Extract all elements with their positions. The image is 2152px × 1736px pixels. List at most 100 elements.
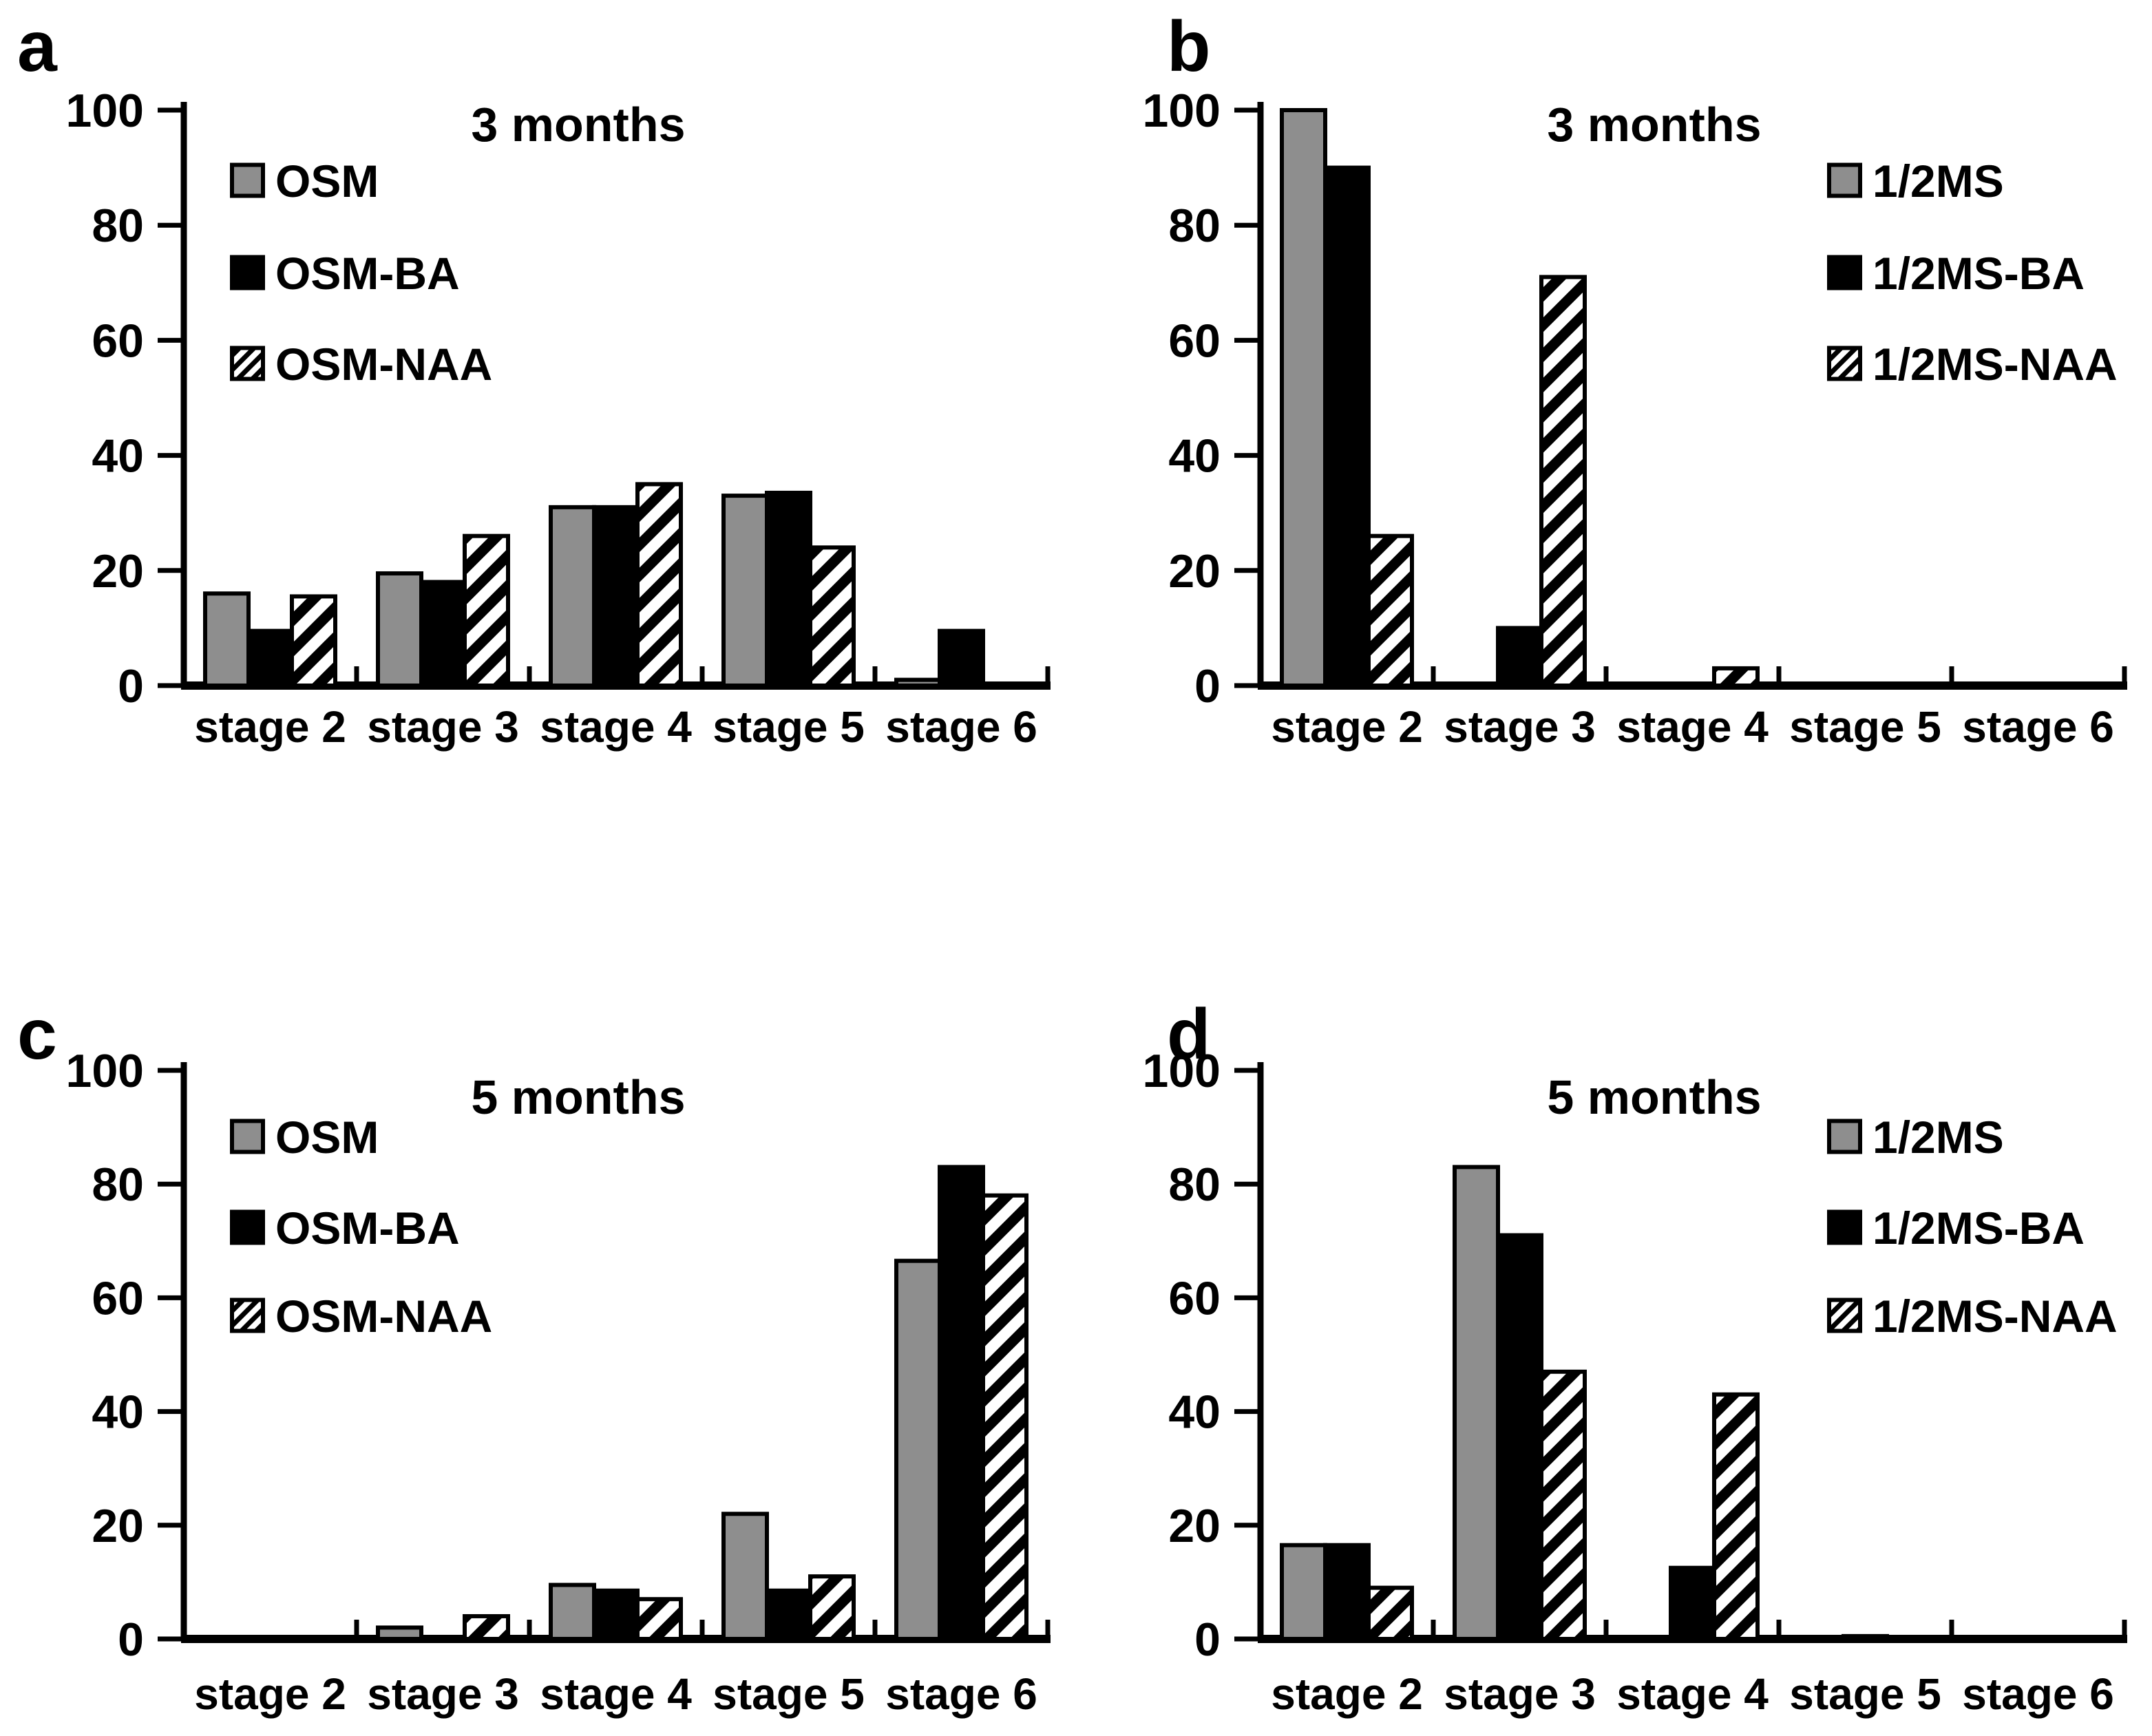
bar-OSM-NAA-stage 3 — [463, 533, 510, 688]
bar-OSM-BA-stage 4 — [592, 1588, 640, 1642]
y-tick-label: 80 — [1168, 200, 1221, 252]
bar-OSM-stage 5 — [721, 494, 769, 688]
y-tick-label: 0 — [118, 1613, 144, 1666]
y-tick-label: 60 — [92, 1272, 144, 1324]
legend-swatch-icon-OSM — [230, 162, 265, 198]
bar-1/2MS-NAA-stage 4 — [1712, 1392, 1760, 1641]
legend-swatch-icon-OSM-BA — [230, 255, 265, 290]
y-tick-label: 100 — [1143, 1045, 1221, 1097]
x-category-label: stage 2 — [194, 702, 346, 752]
bar-1/2MS-NAA-stage 3 — [1539, 1369, 1587, 1642]
x-category-label: stage 5 — [1789, 1669, 1941, 1719]
bar-OSM-BA-stage 5 — [765, 1588, 812, 1642]
y-tick-label: 100 — [1143, 85, 1221, 137]
x-category-label: stage 4 — [1616, 1669, 1769, 1719]
bar-OSM-stage 3 — [376, 571, 423, 688]
panel-letter-b: b — [1167, 7, 1211, 87]
bar-OSM-NAA-stage 4 — [635, 1597, 683, 1642]
bar-OSM-BA-stage 6 — [938, 628, 985, 688]
panel-c-chart: c 5 months 0 20 40 60 80 100 stage 2 stage 3 stage… — [17, 995, 1051, 1719]
y-tick-label: 20 — [92, 1500, 144, 1552]
x-category-label: stage 3 — [367, 702, 519, 752]
y-tick-label: 60 — [1168, 315, 1221, 367]
bar-OSM-stage 6 — [894, 1258, 942, 1641]
bar-OSM-NAA-stage 6 — [981, 1193, 1028, 1642]
legend-label-1/2MS-BA: 1/2MS-BA — [1873, 248, 2085, 299]
bar-OSM-BA-stage 5 — [765, 490, 812, 688]
legend-swatch-icon-OSM-NAA — [230, 346, 265, 381]
x-category-label: stage 5 — [713, 702, 865, 752]
y-tick-label: 40 — [1168, 430, 1221, 483]
bar-1/2MS-BA-stage 3 — [1496, 626, 1543, 688]
bar-1/2MS-stage 3 — [1453, 1165, 1500, 1642]
panel-a-chart: a 3 months 0 20 40 60 80 100 stage 2 stage 3 stage… — [17, 7, 1051, 752]
bar-1/2MS-BA-stage 2 — [1323, 1543, 1371, 1642]
bar-OSM-stage 4 — [549, 505, 596, 688]
legend-swatch-icon-OSM — [230, 1119, 265, 1154]
panel-letter-a: a — [17, 7, 58, 87]
legend-label-1/2MS-NAA: 1/2MS-NAA — [1873, 1291, 2118, 1342]
bar-1/2MS-BA-stage 3 — [1496, 1233, 1543, 1641]
y-tick-label: 0 — [118, 660, 144, 712]
y-tick-label: 60 — [1168, 1272, 1221, 1324]
legend-label-OSM-BA: OSM-BA — [275, 1203, 460, 1253]
bar-1/2MS-BA-stage 2 — [1323, 165, 1371, 688]
y-tick-label: 20 — [92, 545, 144, 597]
y-tick-label: 80 — [1168, 1158, 1221, 1211]
bar-1/2MS-BA-stage 5 — [1842, 1633, 1889, 1641]
x-category-label: stage 6 — [1962, 702, 2114, 752]
y-tick-label: 0 — [1194, 1613, 1221, 1666]
bar-OSM-BA-stage 4 — [592, 505, 640, 688]
y-tick-label: 80 — [92, 200, 144, 252]
legend-label-1/2MS: 1/2MS — [1873, 1112, 2004, 1163]
panel-d-title: 5 months — [1547, 1070, 1761, 1124]
y-tick-label: 0 — [1194, 660, 1221, 712]
x-category-label: stage 3 — [367, 1669, 519, 1719]
legend-label-OSM-BA: OSM-BA — [275, 248, 460, 299]
bar-OSM-stage 2 — [203, 591, 251, 688]
bar-OSM-NAA-stage 3 — [463, 1613, 510, 1641]
legend-swatch-icon-1/2MS — [1827, 162, 1862, 198]
legend-swatch-icon-1/2MS-NAA — [1827, 346, 1862, 381]
y-tick-label: 40 — [1168, 1386, 1221, 1439]
bar-1/2MS-NAA-stage 3 — [1539, 275, 1587, 688]
x-category-label: stage 4 — [1616, 702, 1769, 752]
y-tick-label: 100 — [66, 1045, 144, 1097]
panel-c-title: 5 months — [471, 1070, 685, 1124]
x-category-label: stage 4 — [540, 702, 692, 752]
x-category-label: stage 3 — [1444, 1669, 1596, 1719]
bar-1/2MS-stage 2 — [1280, 108, 1327, 688]
bar-OSM-NAA-stage 5 — [808, 545, 856, 688]
x-category-label: stage 2 — [1271, 702, 1423, 752]
legend-swatch-icon-1/2MS-BA — [1827, 1209, 1862, 1245]
bar-OSM-NAA-stage 2 — [290, 594, 337, 688]
bar-OSM-stage 3 — [376, 1625, 423, 1641]
y-tick-label: 80 — [92, 1158, 144, 1211]
legend-swatch-icon-1/2MS-BA — [1827, 255, 1862, 290]
bar-OSM-BA-stage 2 — [246, 628, 294, 688]
bar-1/2MS-NAA-stage 2 — [1367, 1585, 1414, 1642]
bar-OSM-BA-stage 3 — [419, 580, 467, 688]
x-category-label: stage 3 — [1444, 702, 1596, 752]
legend-swatch-icon-1/2MS — [1827, 1119, 1862, 1154]
y-tick-label: 40 — [92, 1386, 144, 1439]
y-tick-label: 40 — [92, 430, 144, 483]
panel-a-title: 3 months — [471, 98, 685, 151]
bar-OSM-stage 5 — [721, 1512, 769, 1642]
panel-letter-c: c — [17, 995, 57, 1075]
legend-label-1/2MS-NAA: 1/2MS-NAA — [1873, 339, 2118, 390]
y-tick-label: 60 — [92, 315, 144, 367]
bar-1/2MS-BA-stage 4 — [1669, 1565, 1716, 1641]
panel-b-chart: b 3 months 0 20 40 60 80 100 stage 2 stage 3 stage… — [1143, 7, 2127, 752]
x-category-label: stage 2 — [1271, 1669, 1423, 1719]
x-category-label: stage 5 — [1789, 702, 1941, 752]
x-category-label: stage 2 — [194, 1669, 346, 1719]
legend-label-1/2MS-BA: 1/2MS-BA — [1873, 1203, 2085, 1253]
bar-1/2MS-NAA-stage 2 — [1367, 533, 1414, 688]
x-category-label: stage 4 — [540, 1669, 692, 1719]
bar-1/2MS-stage 2 — [1280, 1543, 1327, 1642]
legend-swatch-icon-OSM-NAA — [230, 1298, 265, 1333]
y-tick-label: 20 — [1168, 1500, 1221, 1552]
bar-OSM-NAA-stage 4 — [635, 482, 683, 688]
